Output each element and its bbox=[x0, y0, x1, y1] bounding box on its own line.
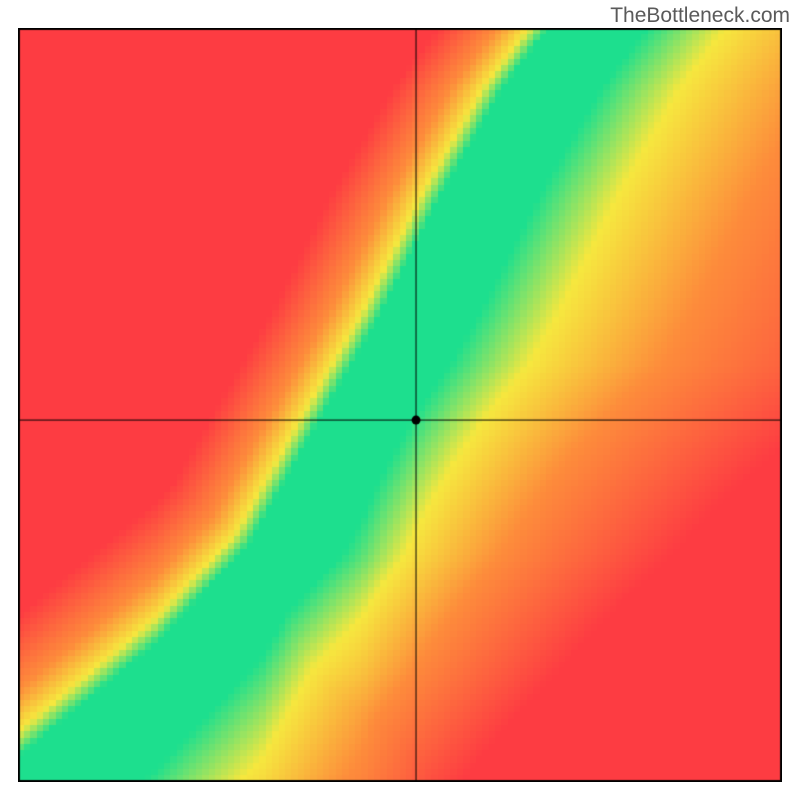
bottleneck-heatmap bbox=[18, 28, 782, 782]
chart-container: { "watermark": "TheBottleneck.com", "cha… bbox=[0, 0, 800, 800]
watermark-text: TheBottleneck.com bbox=[610, 4, 790, 28]
